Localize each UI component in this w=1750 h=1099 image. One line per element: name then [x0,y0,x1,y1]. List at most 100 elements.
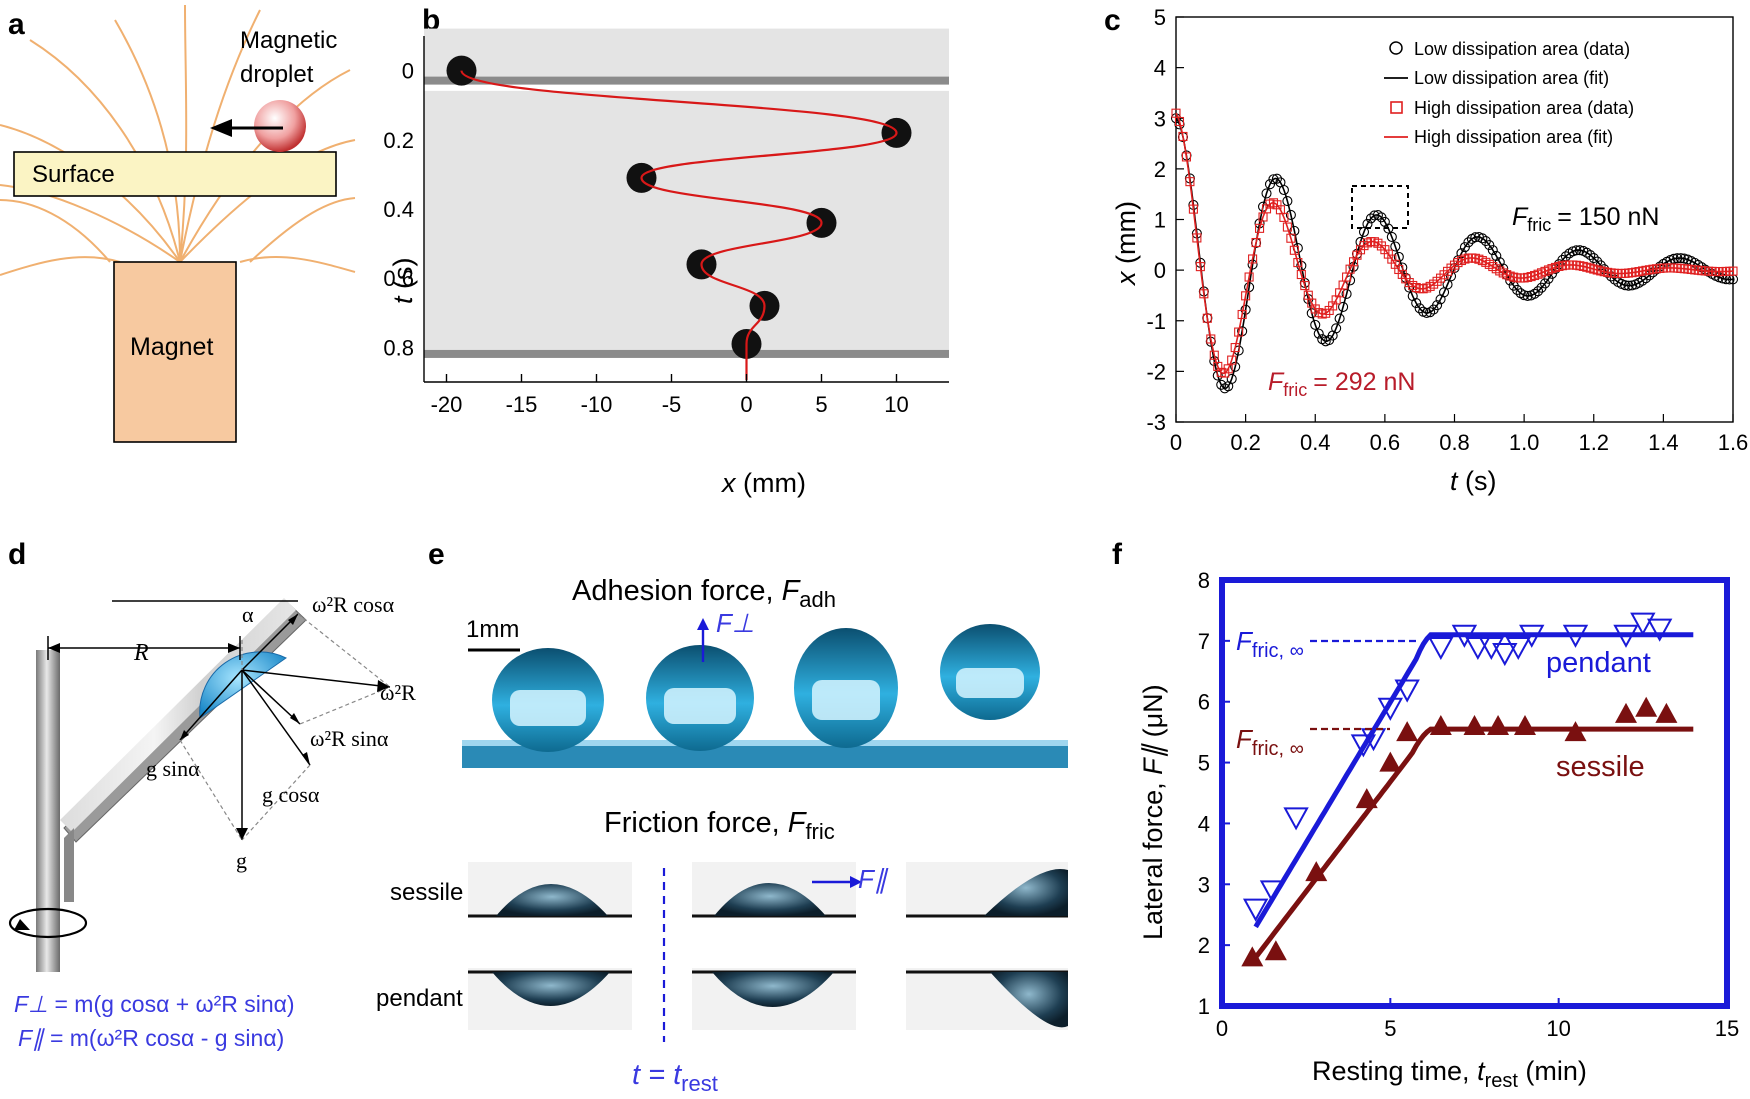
c-data-point [1261,188,1272,199]
f-pendant-point [1505,636,1531,661]
panel-e-label: e [428,538,445,571]
f-pendant-point [1428,636,1454,661]
f-sessile-point [1241,946,1264,967]
c-xtick-label: 1.6 [1718,430,1749,455]
panel-c-legend: Low dissipation area (data) Low dissipat… [1384,39,1634,147]
force-vectors [112,600,391,840]
radius-label: R [133,640,149,666]
c-data-point [1581,247,1592,258]
c-data-point [1338,301,1349,312]
vector-guides [179,613,391,841]
zoom-box [1351,185,1409,229]
b-ytick-label: 0.8 [383,335,414,360]
f-ytick-label: 1 [1198,994,1210,1019]
c-data-point [1300,281,1310,291]
g-sin-label: g sinα [146,756,200,781]
b-xtick-label: -15 [506,392,538,417]
panel-f: f 0 5 10 15 1 2 3 4 5 6 7 8 Ffric, ∞ Ffric, ∞ penda… [1112,538,1739,1092]
c-data-point [1588,253,1599,264]
c-data-point [1668,253,1679,264]
c-data-point [1271,173,1283,184]
c-data-point [1637,275,1648,286]
f-sessile-point [1396,721,1419,742]
panel-d: d [8,538,416,1051]
f-pendant-point [1451,624,1478,648]
adh-drop-1-highlight [510,690,586,726]
c-data-point [1620,280,1631,291]
c-data-point [1386,231,1397,242]
legend-low-fit: Low dissipation area (fit) [1414,68,1609,88]
tilted-arm-highlight [60,598,296,832]
c-data-point [1185,177,1195,187]
friction-images [468,862,1068,1030]
arm-support [64,828,74,902]
f-pendant-point [1394,679,1420,703]
f-pendant-point [1492,643,1518,667]
panel-b-ylabel: t (s) [388,257,418,304]
c-data-point [1672,253,1683,264]
scale-label: 1mm [466,616,519,643]
magnet-rect [113,261,237,443]
adhesion-droplets [492,624,1040,752]
g-label: g [236,848,247,873]
adh-drop-2-highlight [664,688,736,724]
sessile-drop-1 [496,884,608,916]
fpar-label: F∥ [858,864,889,894]
f-pendant-point [1360,728,1387,752]
radius-arrowhead-right-icon [228,643,240,653]
surface-rect [13,151,337,197]
vec-top-label: ω²R cosα [312,592,395,617]
f-sessile-point [1514,715,1536,736]
equation-par: F∥ = m(ω²R cosα - g sinα) [18,1025,284,1051]
video-strip [424,28,949,77]
panel-f-frame [1219,577,1730,1009]
adhesion-substrate-edge [462,740,1068,746]
f-xtick-label: 15 [1715,1016,1739,1041]
video-strip [424,135,949,184]
pendant-label: pendant [1546,647,1651,679]
ffric-inf-pendant: Ffric, ∞ [1236,626,1304,662]
c-data-point [1585,250,1596,261]
c-data-point [1411,298,1422,309]
droplet-label-1: Magnetic [240,27,337,54]
adhesion-title: Adhesion force, Fadh [572,575,836,612]
c-ytick-label: -3 [1146,410,1166,435]
panel-f-ylabel: Lateral force, F∥ (μN) [1138,684,1168,940]
adh-drop-3-highlight [812,680,880,720]
c-data-point [1533,286,1544,297]
c-data-point [1463,237,1474,248]
c-data-point [1255,223,1265,233]
b-xtick-label: -5 [662,392,682,417]
row-label-pendant: pendant [376,985,463,1012]
rotation-pole [36,650,60,972]
c-data-point [1675,253,1686,264]
c-data-point [1282,196,1293,207]
c-ytick-label: 1 [1154,208,1166,233]
f-sessile-point [1463,715,1486,736]
c-data-point [1251,237,1261,248]
f-pendant-point [1519,624,1545,648]
trajectory-line [460,70,898,380]
vec-sin-label: ω²R sinα [310,726,389,751]
c-data-point [1199,289,1209,299]
f-sessile-point [1379,751,1402,772]
c-data-point [1248,254,1258,264]
f-pendant-point [1242,898,1269,922]
c-data-point [1529,288,1540,299]
row-label-sessile: sessile [390,879,463,906]
c-ytick-label: 4 [1154,56,1166,81]
b-xtick-label: -10 [581,392,613,417]
pendant-drop-2 [712,972,834,1007]
c-data-point [1293,258,1303,268]
c-data-point [1234,327,1244,337]
panel-a: a Surface Magnet Magnetic droplet [0,4,356,443]
panel-c-label: c [1104,4,1121,37]
rotation-arrowhead-icon [14,919,30,930]
f-ytick-label: 8 [1198,568,1210,593]
droplet-on-arm [199,651,287,719]
c-data-point [1192,233,1202,243]
panel-c-axes: 0 0.2 0.4 0.6 0.8 1.0 1.2 1.4 1.6 -3 -2 -1 0 1 2 3 4 5 [1146,5,1748,455]
c-data-point [1216,379,1227,390]
c-ytick-label: 2 [1154,157,1166,182]
